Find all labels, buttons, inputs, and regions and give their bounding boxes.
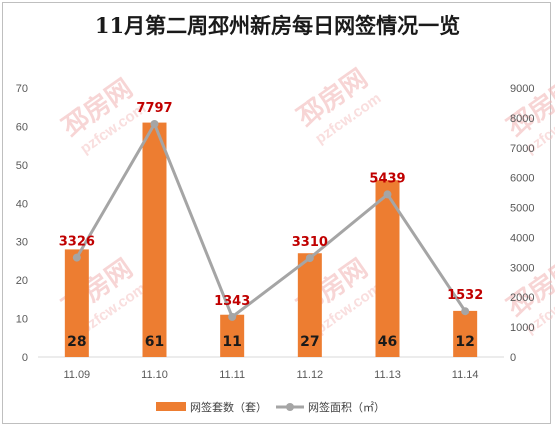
y-right-tick: 6000: [510, 173, 534, 185]
bar: [142, 122, 167, 357]
y-left-tick: 30: [16, 237, 28, 249]
y-right-tick: 0: [510, 352, 516, 364]
line-point: [383, 190, 392, 199]
bar-value-label: 46: [378, 334, 397, 350]
bar: [220, 314, 245, 357]
legend-label-bar: 网签套数（套）: [190, 400, 267, 414]
line-point: [228, 312, 237, 321]
x-tick: 11.12: [296, 369, 323, 381]
bar: [453, 310, 478, 357]
line-layer: [72, 119, 470, 321]
y-right-tick: 2000: [510, 292, 534, 304]
area-line: [75, 120, 467, 320]
y-left-tick: 10: [16, 314, 28, 326]
y-right-tick: 1000: [510, 322, 534, 334]
y-right-tick: 3000: [510, 262, 534, 274]
legend-label-line: 网签面积（㎡）: [308, 400, 385, 414]
axes-layer: 0 10 20 30 40 50 60 70 0 1000 2000 3000 4000 5000 6000…: [16, 83, 535, 381]
x-tick: 11.11: [219, 369, 245, 381]
line-value-label: 3310: [292, 235, 328, 250]
y-right-tick: 4000: [510, 232, 534, 244]
y-right-tick: 8000: [510, 113, 534, 125]
x-tick: 11.13: [374, 369, 401, 381]
x-tick: 11.10: [141, 369, 168, 381]
line-value-label: 7797: [136, 101, 172, 116]
y-right-tick: 5000: [510, 203, 534, 215]
line-value-label: 1532: [447, 288, 483, 303]
bars-layer: [64, 122, 478, 357]
y-left-tick: 40: [16, 198, 28, 210]
chart-title: 11月第二周邳州新房每日网签情况一览: [94, 13, 461, 38]
y-right-tick: 9000: [510, 83, 534, 95]
legend-swatch-marker: [286, 403, 294, 411]
bar: [64, 249, 89, 357]
line-point: [305, 254, 314, 263]
bar-value-label: 12: [455, 334, 474, 350]
bar: [375, 180, 400, 357]
y-left-tick: 70: [16, 83, 28, 95]
bar-value-label: 27: [300, 334, 319, 350]
x-tick: 11.14: [452, 369, 479, 381]
line-value-label: 1343: [214, 294, 250, 309]
labels-layer: 28 61 11 27 46 12 3326 7797 1343 3310 5439 1532: [59, 101, 484, 350]
bar-value-label: 11: [222, 334, 241, 350]
line-point: [461, 307, 470, 316]
y-left-tick: 0: [22, 352, 28, 364]
line-point: [72, 253, 81, 262]
legend-swatch-bar: [156, 402, 186, 411]
bar-value-label: 28: [67, 334, 86, 350]
x-tick: 11.09: [63, 369, 90, 381]
line-value-label: 3326: [59, 235, 95, 250]
bar: [297, 253, 322, 357]
legend: 网签套数（套） 网签面积（㎡）: [156, 400, 385, 414]
bar-value-label: 61: [145, 334, 164, 350]
line-value-label: 5439: [369, 171, 405, 186]
y-left-tick: 60: [16, 121, 28, 133]
line-point: [150, 119, 159, 128]
y-right-tick: 7000: [510, 143, 534, 155]
y-left-tick: 20: [16, 275, 28, 287]
y-left-tick: 50: [16, 160, 28, 172]
